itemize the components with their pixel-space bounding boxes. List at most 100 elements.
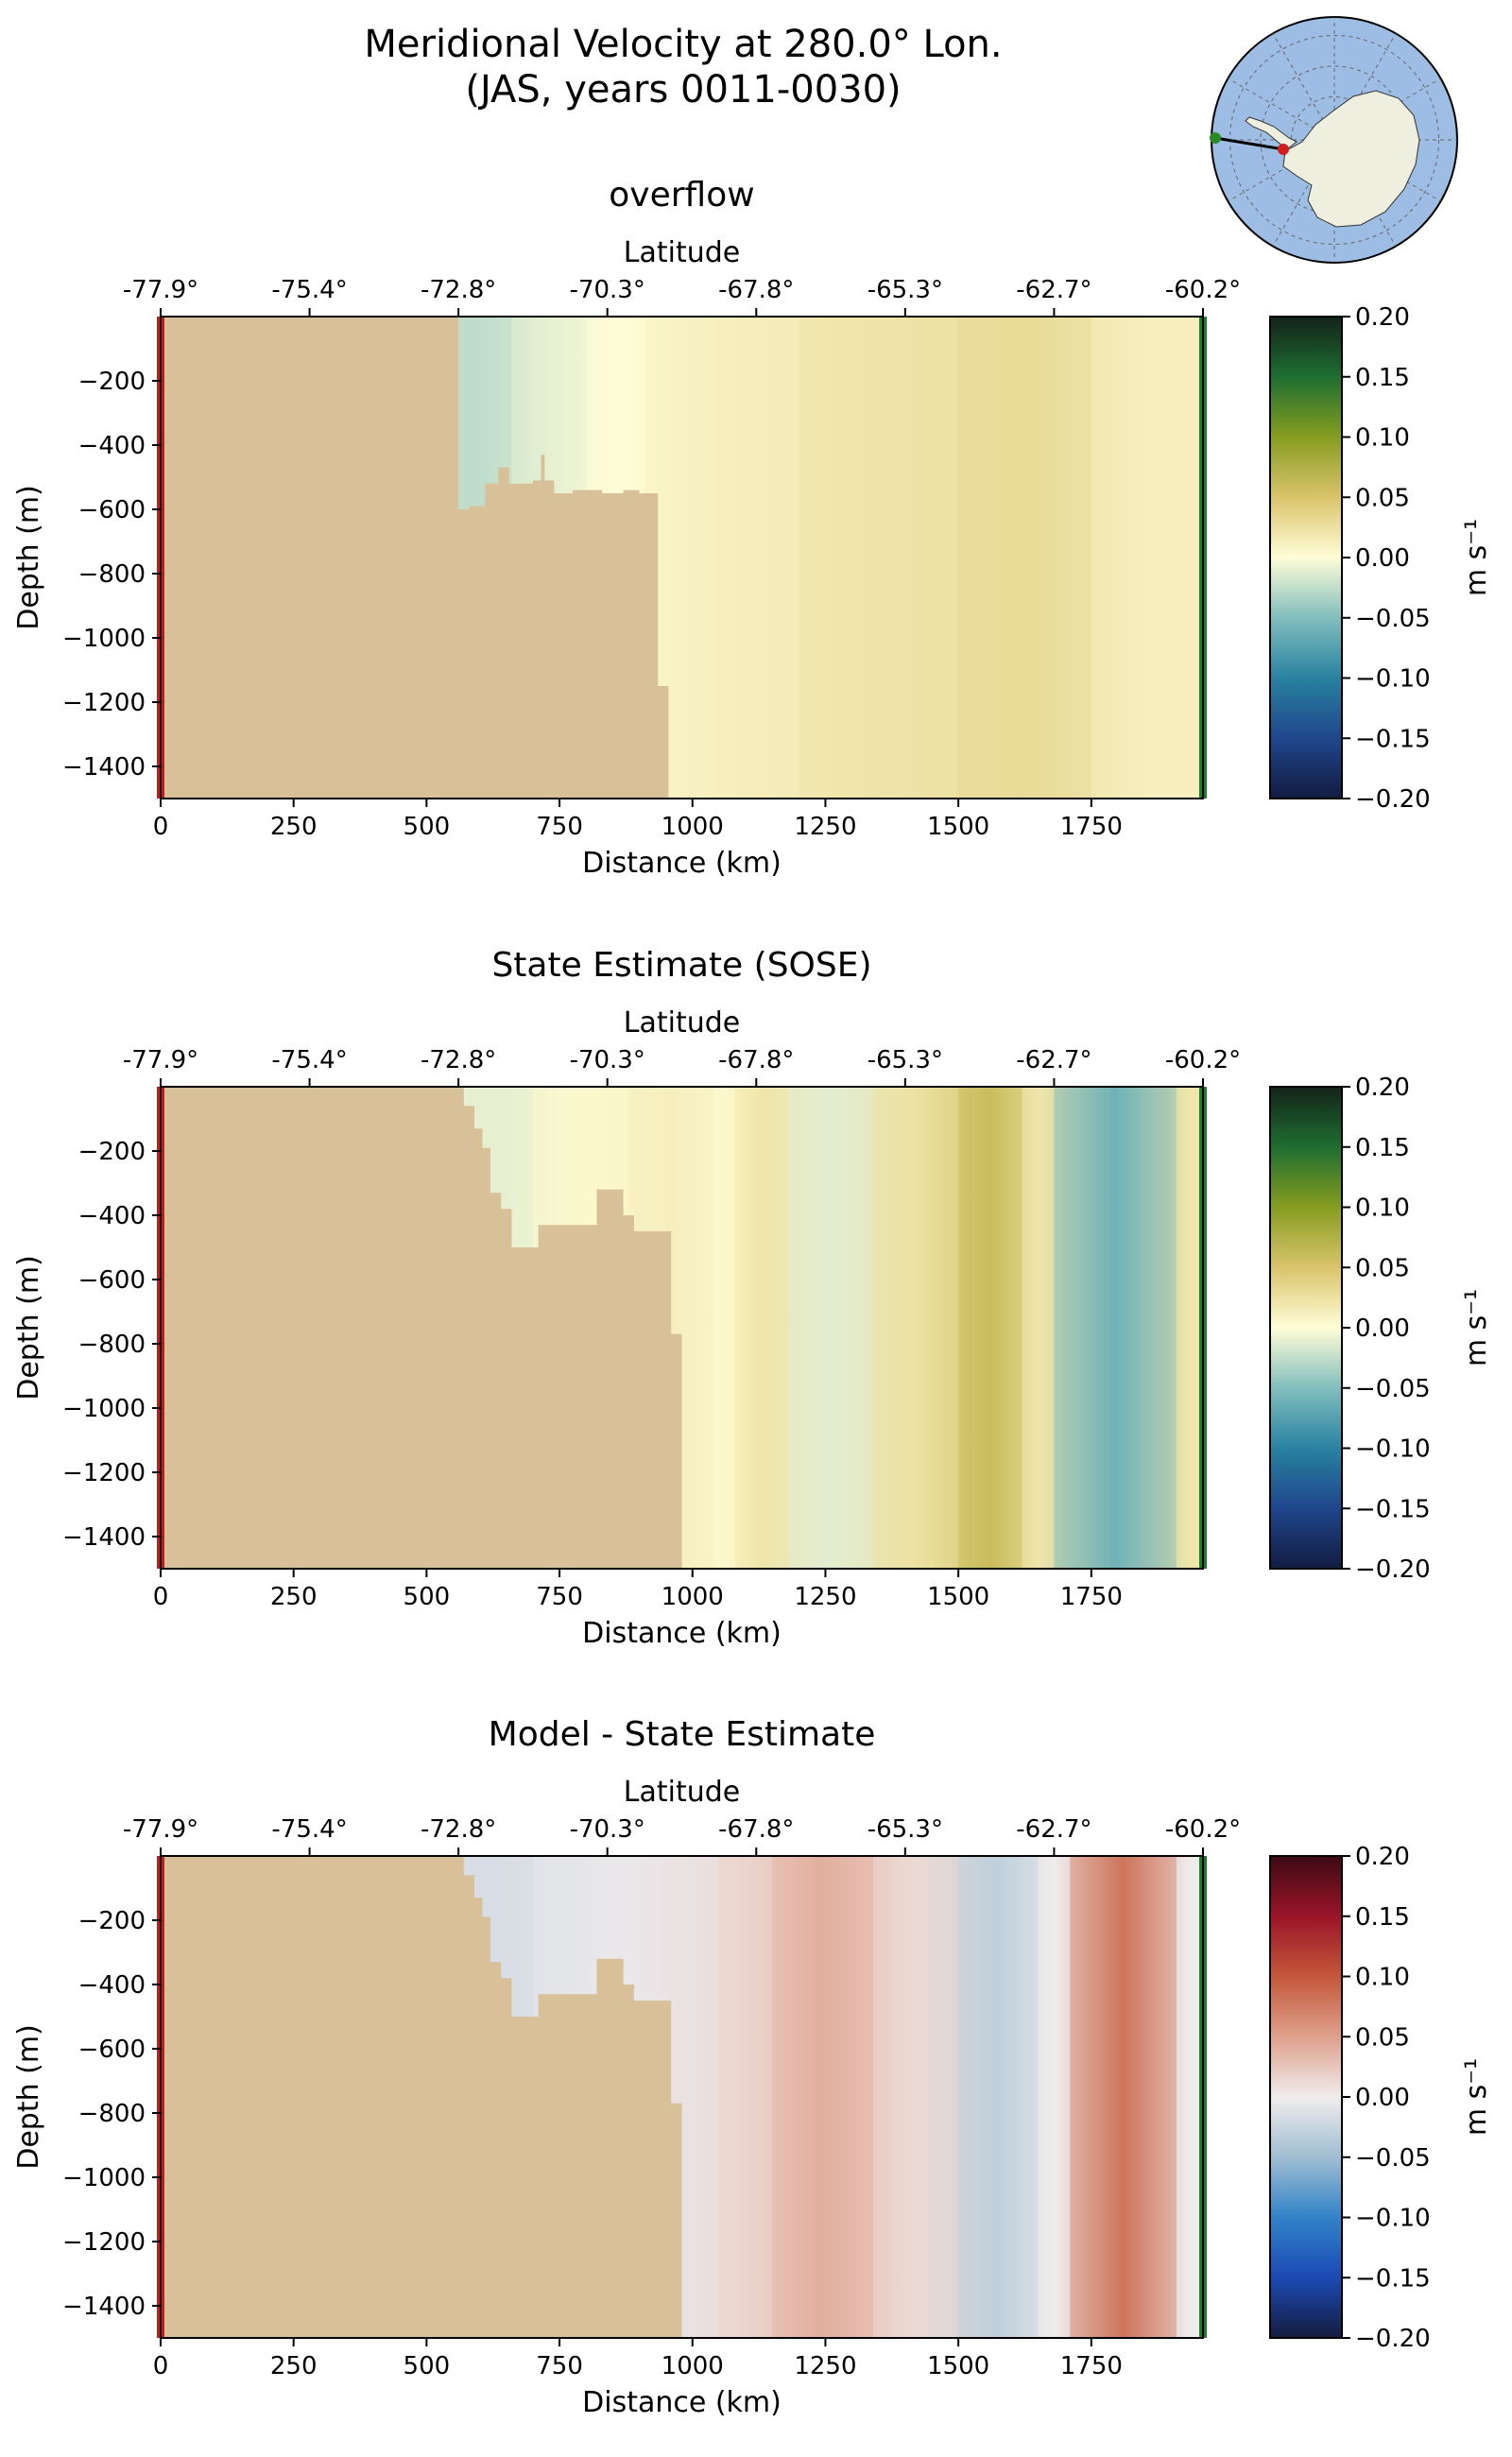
map-graticule-meridian xyxy=(1228,77,1335,141)
velocity-column xyxy=(1038,1856,1071,2338)
velocity-column xyxy=(713,1087,735,1569)
top-axis-label: Latitude xyxy=(624,1776,740,1809)
colorbar-tick-label: −0.15 xyxy=(1355,2264,1431,2293)
x-tick-label: 250 xyxy=(270,1583,318,1611)
velocity-column xyxy=(873,1087,959,1569)
top-axis-label: Latitude xyxy=(624,1006,740,1040)
lat-tick-label: -62.7° xyxy=(1016,1815,1091,1844)
colorbar-label: m s⁻¹ xyxy=(1460,519,1493,596)
colorbar-tick-label: 0.05 xyxy=(1355,2023,1410,2052)
velocity-column xyxy=(1022,1087,1055,1569)
y-axis-label: Depth (m) xyxy=(12,2024,45,2170)
inset-location-map xyxy=(1210,16,1458,264)
velocity-field xyxy=(161,1087,1203,1569)
lat-tick-label: -65.3° xyxy=(868,276,943,304)
colorbar-tick-label: 0.10 xyxy=(1355,424,1410,453)
velocity-column xyxy=(799,317,959,799)
x-tick-label: 1250 xyxy=(794,813,856,841)
axes-frame xyxy=(160,316,1204,799)
y-tick-label: −200 xyxy=(78,1138,146,1166)
x-tick-label: 1000 xyxy=(662,813,724,841)
x-tick-label: 0 xyxy=(153,813,169,841)
colorbar-tick-label: −0.10 xyxy=(1355,1435,1431,1464)
colorbar: 0.20 0.15 0.10 0.05 0.00 −0.05 −0.10 −0.15 −0.20… xyxy=(1269,1843,1493,2353)
velocity-column xyxy=(1054,1087,1177,1569)
y-tick-label: −1400 xyxy=(62,753,146,782)
x-tick-label: 750 xyxy=(536,1583,583,1611)
colorbar-tick-label: −0.20 xyxy=(1355,2325,1431,2353)
y-tick-label: −400 xyxy=(78,1202,146,1230)
colorbar-tick-label: −0.20 xyxy=(1355,785,1431,814)
y-tick-label: −1000 xyxy=(62,625,146,653)
lat-tick-label: -72.8° xyxy=(421,1046,496,1074)
y-tick-label: −200 xyxy=(78,1907,146,1935)
lat-tick-label: -60.2° xyxy=(1165,1815,1241,1844)
y-tick-label: −1200 xyxy=(62,2228,146,2257)
x-tick-label: 1250 xyxy=(794,1583,856,1611)
velocity-column xyxy=(958,317,1091,799)
map-section-end-dot xyxy=(1278,144,1289,155)
lat-tick-label: -67.8° xyxy=(718,276,794,304)
lat-tick-label: -75.4° xyxy=(271,1046,347,1074)
lat-tick-label: -67.8° xyxy=(718,1815,794,1844)
velocity-column xyxy=(1091,317,1203,799)
lat-tick-label: -65.3° xyxy=(868,1815,943,1844)
velocity-column xyxy=(1176,1087,1203,1569)
y-tick-label: −1000 xyxy=(62,1395,146,1423)
bathymetry-land xyxy=(161,1856,682,2338)
x-tick-label: 1250 xyxy=(794,2352,856,2380)
lat-tick-label: -77.9° xyxy=(123,1815,198,1844)
colorbar-tick-label: −0.05 xyxy=(1355,1375,1431,1403)
lat-tick-label: -72.8° xyxy=(421,1815,496,1844)
y-tick-label: −1400 xyxy=(62,2293,146,2321)
y-tick-label: −600 xyxy=(78,1266,146,1295)
colorbar-label: m s⁻¹ xyxy=(1460,1289,1493,1366)
colorbar-label: m s⁻¹ xyxy=(1460,2058,1493,2136)
x-axis-label: Distance (km) xyxy=(582,847,782,880)
lat-tick-label: -62.7° xyxy=(1016,1046,1091,1074)
y-tick-label: −400 xyxy=(78,432,146,460)
lat-tick-label: -67.8° xyxy=(718,1046,794,1074)
lat-tick-label: -72.8° xyxy=(421,276,496,304)
y-axis-label: Depth (m) xyxy=(12,1255,45,1400)
colorbar-bar xyxy=(1269,1086,1343,1570)
colorbar-tick-label: −0.05 xyxy=(1355,605,1431,633)
colorbar-tick-label: −0.10 xyxy=(1355,2205,1431,2233)
map-graticule-meridian xyxy=(1228,139,1335,202)
velocity-column xyxy=(734,1087,789,1569)
panel-2: State Estimate (SOSE) 0 250 500 750 1000 1250 1… xyxy=(12,946,1493,1650)
y-tick-label: −800 xyxy=(78,2100,146,2128)
x-axis-label: Distance (km) xyxy=(582,1617,782,1650)
colorbar-tick-label: 0.20 xyxy=(1355,1074,1410,1102)
colorbar-tick-label: 0.05 xyxy=(1355,484,1410,512)
panels: overflow 0 250 500 750 1000 1250 1500 1750 Distan… xyxy=(12,176,1493,2419)
y-tick-label: −1200 xyxy=(62,1459,146,1487)
velocity-column xyxy=(644,317,799,799)
colorbar-tick-label: 0.15 xyxy=(1355,1134,1410,1162)
colorbar-tick-label: 0.05 xyxy=(1355,1254,1410,1282)
antarctic-peninsula xyxy=(1245,116,1297,150)
x-tick-label: 0 xyxy=(153,2352,169,2380)
y-tick-label: −1200 xyxy=(62,689,146,717)
lat-tick-label: -65.3° xyxy=(868,1046,943,1074)
x-tick-label: 1500 xyxy=(927,813,989,841)
velocity-column xyxy=(1176,1856,1203,2338)
x-tick-label: 1500 xyxy=(927,1583,989,1611)
x-tick-label: 1000 xyxy=(662,2352,724,2380)
colorbar-tick-label: 0.10 xyxy=(1355,1194,1410,1223)
colorbar-tick-label: 0.00 xyxy=(1355,2084,1410,2112)
x-tick-label: 0 xyxy=(153,1583,169,1611)
velocity-field xyxy=(161,317,1203,799)
top-axis-label: Latitude xyxy=(624,236,740,269)
x-tick-label: 1750 xyxy=(1060,813,1123,841)
x-tick-label: 500 xyxy=(404,2352,451,2380)
velocity-column xyxy=(772,1856,874,2338)
colorbar-tick-label: 0.20 xyxy=(1355,303,1410,332)
map-graticule-meridian xyxy=(1333,33,1397,141)
y-tick-label: −200 xyxy=(78,368,146,396)
x-tick-label: 250 xyxy=(270,2352,318,2380)
map-section-line xyxy=(1214,136,1284,151)
colorbar-bar xyxy=(1269,316,1343,799)
colorbar-tick-label: −0.15 xyxy=(1355,1495,1431,1523)
